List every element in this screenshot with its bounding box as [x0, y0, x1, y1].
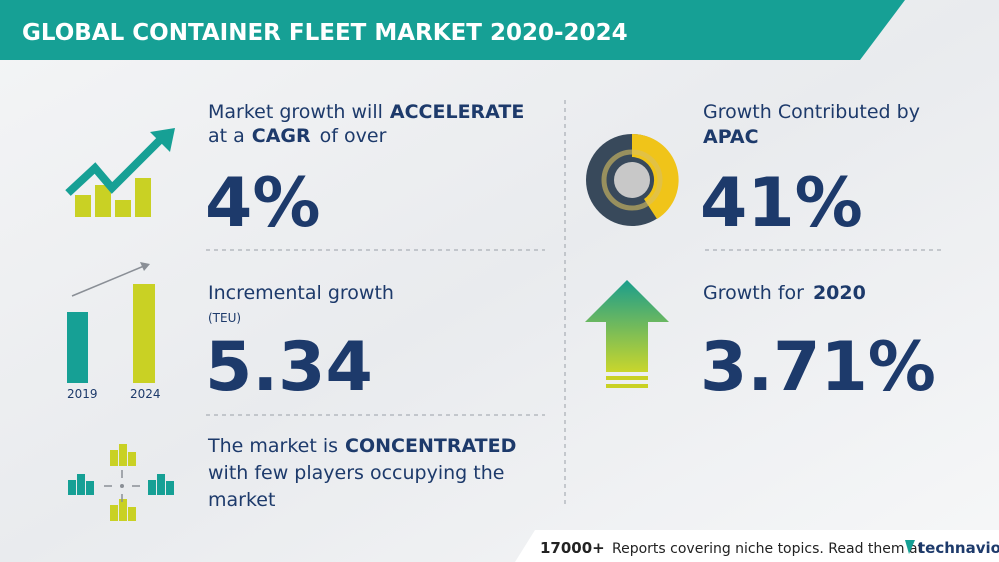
footer-band	[515, 530, 999, 562]
brand-logo	[905, 540, 915, 554]
concentration-text: The market is CONCENTRATED	[207, 435, 516, 457]
footer-count: 17000+	[540, 539, 605, 557]
year-label: 2024	[130, 387, 161, 401]
up-arrow-icon	[585, 280, 669, 388]
region-value: 41%	[700, 164, 863, 243]
incremental-label: Incremental growth	[208, 282, 394, 304]
region-label: Growth Contributed by	[703, 101, 920, 123]
donut-icon	[586, 133, 679, 226]
concentration-text: with few players occupying the	[208, 462, 504, 484]
growth-text: at a CAGR of over	[208, 125, 387, 147]
concentration-text: market	[208, 489, 275, 511]
concentration-icon	[68, 444, 174, 521]
growth-icon	[65, 128, 175, 217]
region-name: APAC	[703, 126, 759, 148]
growth-value: 4%	[205, 164, 320, 243]
year-label: 2019	[67, 387, 98, 401]
footer-text: Reports covering niche topics. Read them…	[612, 541, 924, 557]
incremental-unit: (TEU)	[208, 311, 241, 325]
yearly-label: Growth for 2020	[703, 282, 866, 304]
header-band	[0, 0, 905, 60]
brand: technavio	[918, 539, 999, 557]
yearly-value: 3.71%	[700, 328, 936, 407]
incremental-icon	[67, 262, 155, 383]
incremental-value: 5.34	[205, 328, 373, 407]
growth-text: Market growth will ACCELERATE	[208, 101, 524, 123]
title: GLOBAL CONTAINER FLEET MARKET 2020-2024	[22, 20, 628, 46]
